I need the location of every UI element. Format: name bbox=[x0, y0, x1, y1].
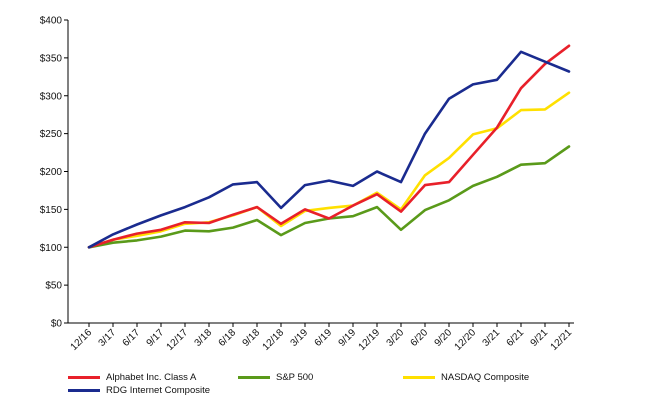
legend-item-sp500: S&P 500 bbox=[238, 372, 313, 383]
x-tick-label: 9/20 bbox=[433, 327, 455, 349]
legend-label-alphabet: Alphabet Inc. Class A bbox=[106, 372, 197, 383]
x-tick-label: 3/21 bbox=[481, 327, 503, 349]
x-tick-label: 12/20 bbox=[453, 327, 479, 353]
legend-swatch-nasdaq bbox=[403, 376, 435, 379]
y-axis-ticks: $0 $50 $100 $150 $200 $250 $300 $350 $400 bbox=[40, 16, 68, 330]
y-tick-label: $250 bbox=[40, 129, 63, 140]
legend-item-rdg: RDG Internet Composite bbox=[68, 385, 210, 396]
x-tick-label: 12/17 bbox=[165, 327, 191, 353]
series-line-nasdaq-composite bbox=[87, 91, 571, 249]
legend-item-alphabet: Alphabet Inc. Class A bbox=[68, 372, 196, 383]
axes bbox=[67, 20, 574, 324]
x-tick-label: 3/20 bbox=[385, 327, 407, 349]
x-tick-label: 12/19 bbox=[357, 327, 383, 353]
legend: Alphabet Inc. Class A S&P 500 NASDAQ Com… bbox=[68, 372, 628, 402]
legend-swatch-alphabet bbox=[68, 376, 100, 379]
y-tick-label: $200 bbox=[40, 167, 63, 178]
x-tick-label: 3/18 bbox=[193, 327, 215, 349]
x-tick-label: 6/19 bbox=[313, 327, 335, 349]
x-tick-label: 6/17 bbox=[121, 327, 143, 349]
y-tick-label: $400 bbox=[40, 16, 63, 27]
x-tick-label: 12/18 bbox=[261, 327, 287, 353]
y-tick-label: $50 bbox=[45, 281, 62, 292]
x-tick-label: 9/19 bbox=[337, 327, 359, 349]
legend-swatch-sp500 bbox=[238, 376, 270, 379]
series-lines bbox=[87, 44, 571, 249]
y-tick-label: $100 bbox=[40, 243, 63, 254]
x-tick-label: 6/20 bbox=[409, 327, 431, 349]
x-tick-label: 6/18 bbox=[217, 327, 239, 349]
y-tick-label: $150 bbox=[40, 205, 63, 216]
x-tick-label: 9/17 bbox=[145, 327, 167, 349]
x-tick-label: 12/16 bbox=[69, 327, 95, 353]
y-tick-label: $0 bbox=[51, 319, 63, 330]
x-tick-label: 12/21 bbox=[549, 327, 575, 353]
series-line-rdg-internet-composite bbox=[87, 50, 571, 249]
x-tick-label: 9/18 bbox=[241, 327, 263, 349]
legend-item-nasdaq: NASDAQ Composite bbox=[403, 372, 529, 383]
legend-label-sp500: S&P 500 bbox=[276, 372, 314, 383]
series-line-alphabet-inc-class-a bbox=[87, 44, 571, 249]
x-tick-label: 3/17 bbox=[97, 327, 119, 349]
x-tick-label: 9/21 bbox=[529, 327, 551, 349]
legend-swatch-rdg bbox=[68, 389, 100, 392]
legend-label-rdg: RDG Internet Composite bbox=[106, 385, 211, 396]
y-tick-label: $300 bbox=[40, 91, 63, 102]
x-tick-label: 3/19 bbox=[289, 327, 311, 349]
y-tick-label: $350 bbox=[40, 53, 63, 64]
x-tick-label: 6/21 bbox=[505, 327, 527, 349]
legend-label-nasdaq: NASDAQ Composite bbox=[441, 372, 530, 383]
